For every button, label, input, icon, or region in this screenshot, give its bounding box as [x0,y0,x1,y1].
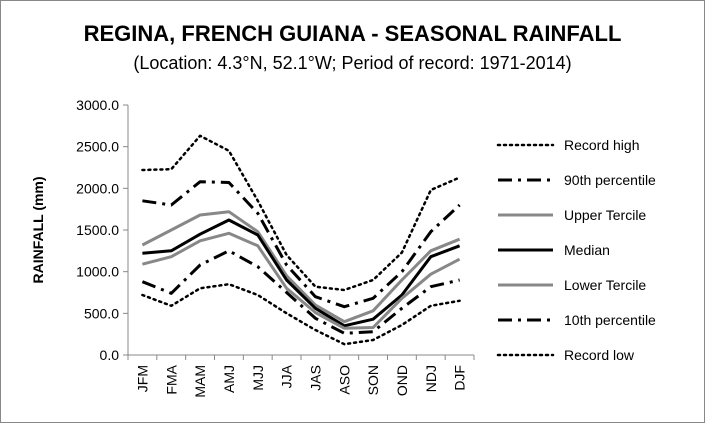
x-tick-label: ASO [336,365,352,395]
x-tick-label: JFM [134,365,150,392]
legend-label: Record high [564,137,640,153]
y-tick-label: 500.0 [84,305,119,321]
x-tick-label: MJJ [250,365,266,391]
series-line-upper-tercile [141,210,461,324]
y-tick-label: 2500.0 [76,139,119,155]
legend: Record high 90th percentile Upper Tercile M… [496,137,656,363]
series-line-record-high [141,134,461,292]
series-line-10th-percentile [141,249,460,335]
chart-title: REGINA, FRENCH GUIANA - SEASONAL RAINFAL… [83,21,622,46]
legend-label: Upper Tercile [564,207,646,223]
x-tick-label: SON [365,365,381,395]
x-tick-label: JAS [307,365,323,391]
legend-label: Lower Tercile [564,277,646,293]
y-ticks: 0.0 500.0 1000.0 1500.0 2000.0 2500.0 3000.0 [76,97,128,363]
series-line-90th-percentile [142,180,461,309]
x-tick-label: FMA [163,364,179,394]
y-tick-label: 3000.0 [76,97,119,113]
legend-label: Record low [564,347,635,363]
legend-label: 10th percentile [564,312,656,328]
x-tick-label: NDJ [423,365,439,392]
series-line-lower-tercile [142,231,461,330]
y-tick-label: 1500.0 [76,222,119,238]
series-line-median [142,218,461,328]
y-tick-label: 1000.0 [76,264,119,280]
x-tick-label: MAM [192,365,208,398]
x-tick-label: AMJ [221,365,237,393]
chart-subtitle: (Location: 4.3°N, 52.1°W; Period of reco… [133,53,572,73]
x-tick-label: JJA [279,364,295,388]
series-lines [141,134,461,346]
x-tick-label: DJF [452,365,468,391]
x-ticks: JFM FMA MAM AMJ MJJ JJA JAS ASO SON OND NDJ DJF [127,355,475,398]
x-tick-label: OND [394,365,410,396]
y-axis-label: RAINFALL (mm) [30,176,46,283]
y-tick-label: 0.0 [100,347,120,363]
legend-label: Median [564,242,610,258]
y-tick-label: 2000.0 [76,180,119,196]
series-line-record-low [141,282,461,346]
legend-label: 90th percentile [564,172,656,188]
